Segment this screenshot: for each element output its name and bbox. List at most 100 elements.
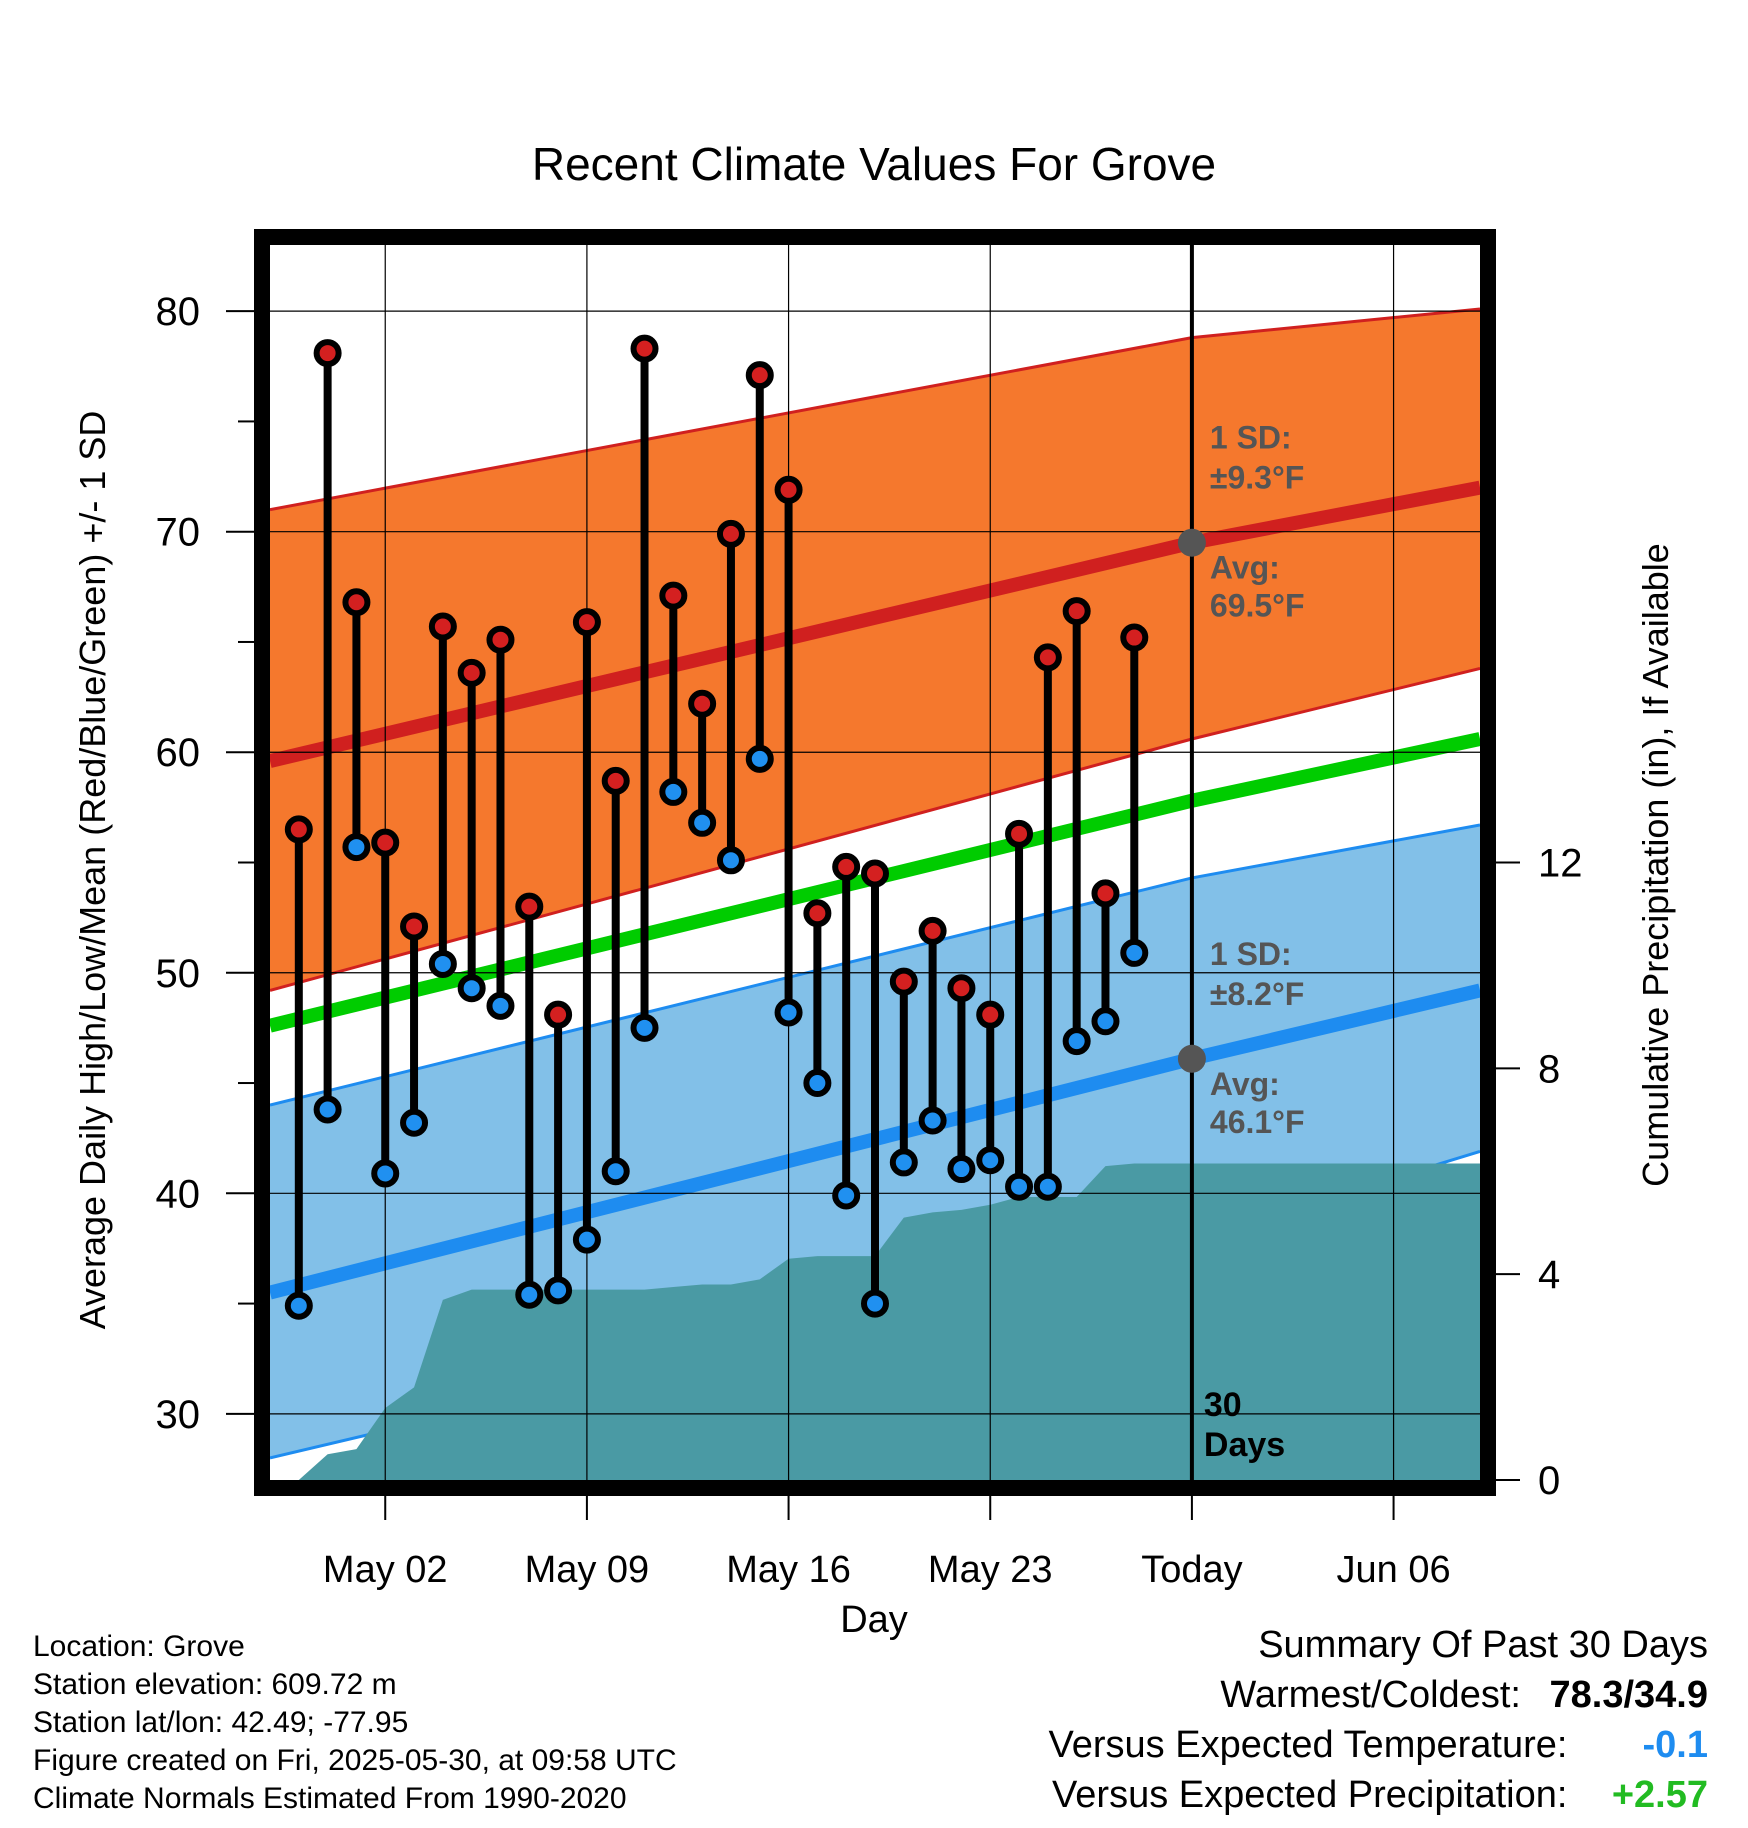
obs-high-point: [1062, 597, 1091, 626]
obs-high-point: [716, 519, 745, 548]
y-tick-label: 30: [156, 1393, 201, 1437]
y-tick-label: 70: [156, 511, 201, 555]
obs-low-point: [544, 1276, 573, 1305]
precip-value: +2.57: [1611, 1774, 1708, 1816]
obs-low-point: [428, 949, 457, 978]
summary-warm-cold: Warmest/Coldest: 78.3/34.9: [1049, 1670, 1708, 1720]
obs-low-point: [1033, 1172, 1062, 1201]
x-tick-label: May 23: [928, 1549, 1053, 1591]
y2-tick-label: 8: [1538, 1047, 1560, 1091]
low-avg-value: 46.1°F: [1210, 1104, 1305, 1140]
obs-high-point: [1033, 643, 1062, 672]
obs-high-point: [1005, 819, 1034, 848]
obs-low-point: [1062, 1027, 1091, 1056]
obs-high-point: [832, 852, 861, 881]
y2-tick-label: 12: [1538, 842, 1583, 886]
x-axis-label: Day: [840, 1599, 908, 1641]
chart-title: Recent Climate Values For Grove: [532, 138, 1216, 190]
info-elevation: Station elevation: 609.72 m: [33, 1668, 397, 1701]
summary-panel: Summary Of Past 30 Days Warmest/Coldest:…: [1049, 1620, 1708, 1820]
obs-low-point: [947, 1155, 976, 1184]
temp-value: -0.1: [1642, 1724, 1708, 1766]
obs-low-point: [630, 1013, 659, 1042]
obs-high-point: [486, 625, 515, 654]
obs-low-point: [313, 1095, 342, 1124]
obs-low-point: [1005, 1172, 1034, 1201]
info-created: Figure created on Fri, 2025-05-30, at 09…: [33, 1744, 677, 1777]
summary-temp: Versus Expected Temperature: -0.1: [1049, 1720, 1708, 1770]
info-normals: Climate Normals Estimated From 1990-2020: [33, 1782, 627, 1815]
high-avg-label: Avg:: [1210, 550, 1280, 586]
obs-high-point: [515, 892, 544, 921]
obs-high-point: [572, 608, 601, 637]
obs-high-point: [976, 1000, 1005, 1029]
high-sd-value: ±9.3°F: [1210, 460, 1304, 496]
days-label-line2: Days: [1204, 1426, 1285, 1464]
high-sd-label: 1 SD:: [1210, 420, 1292, 456]
summary-title: Summary Of Past 30 Days: [1258, 1624, 1708, 1666]
y-tick-label: 80: [156, 290, 201, 334]
precip-label: Versus Expected Precipitation:: [1052, 1774, 1568, 1816]
y-tick-label: 50: [156, 952, 201, 996]
obs-low-point: [976, 1146, 1005, 1175]
obs-low-point: [572, 1225, 601, 1254]
info-latlon: Station lat/lon: 42.49; -77.95: [33, 1706, 409, 1739]
obs-low-point: [601, 1157, 630, 1186]
obs-high-point: [1120, 623, 1149, 652]
obs-high-point: [400, 912, 429, 941]
obs-high-point: [428, 612, 457, 641]
obs-high-point: [659, 581, 688, 610]
obs-low-point: [371, 1159, 400, 1188]
obs-high-point: [803, 899, 832, 928]
days-label: 30: [1204, 1386, 1242, 1424]
obs-low-point: [889, 1148, 918, 1177]
y2-tick-label: 4: [1538, 1253, 1560, 1297]
x-tick-label: May 02: [323, 1549, 448, 1591]
obs-low-point: [918, 1106, 947, 1135]
obs-low-point: [342, 833, 371, 862]
y-tick-label: 60: [156, 731, 201, 775]
obs-high-point: [544, 1000, 573, 1029]
temp-label: Versus Expected Temperature:: [1048, 1724, 1568, 1766]
obs-low-point: [716, 846, 745, 875]
y-tick-label: 40: [156, 1172, 201, 1216]
obs-low-point: [400, 1108, 429, 1137]
obs-high-point: [630, 334, 659, 363]
obs-low-point: [1091, 1007, 1120, 1036]
obs-low-point: [861, 1289, 889, 1318]
low-avg-marker: [1177, 1044, 1206, 1073]
station-info: Location: Grove Station elevation: 609.7…: [33, 1628, 677, 1818]
obs-high-point: [774, 475, 803, 504]
obs-high-point: [284, 815, 313, 844]
high-sd-band: [270, 308, 1480, 991]
obs-low-point: [832, 1181, 861, 1210]
precip-area: [298, 1163, 1480, 1480]
obs-low-point: [659, 777, 688, 806]
high-avg-value: 69.5°F: [1210, 588, 1305, 624]
obs-high-point: [688, 689, 717, 718]
y2-tick-label: 0: [1538, 1459, 1560, 1503]
low-sd-value: ±8.2°F: [1210, 976, 1304, 1012]
x-tick-label: Jun 06: [1337, 1549, 1451, 1591]
obs-low-point: [745, 744, 774, 773]
obs-high-point: [745, 361, 774, 390]
obs-high-point: [918, 916, 947, 945]
obs-high-point: [371, 828, 400, 857]
info-location: Location: Grove: [33, 1630, 245, 1663]
warm-cold-label: Warmest/Coldest:: [1220, 1674, 1521, 1716]
obs-low-point: [803, 1069, 832, 1098]
obs-low-point: [1120, 938, 1149, 967]
summary-precip: Versus Expected Precipitation: +2.57: [1049, 1770, 1708, 1820]
y2-axis-label: Cumulative Precipitation (in), If Availa…: [1635, 543, 1676, 1187]
obs-low-point: [486, 991, 515, 1020]
low-avg-label: Avg:: [1210, 1066, 1280, 1102]
obs-low-point: [457, 974, 486, 1003]
x-tick-label: May 09: [525, 1549, 650, 1591]
obs-low-point: [774, 998, 803, 1027]
high-avg-marker: [1177, 528, 1206, 557]
warm-cold-value: 78.3/34.9: [1549, 1674, 1708, 1716]
obs-high-point: [342, 588, 371, 617]
